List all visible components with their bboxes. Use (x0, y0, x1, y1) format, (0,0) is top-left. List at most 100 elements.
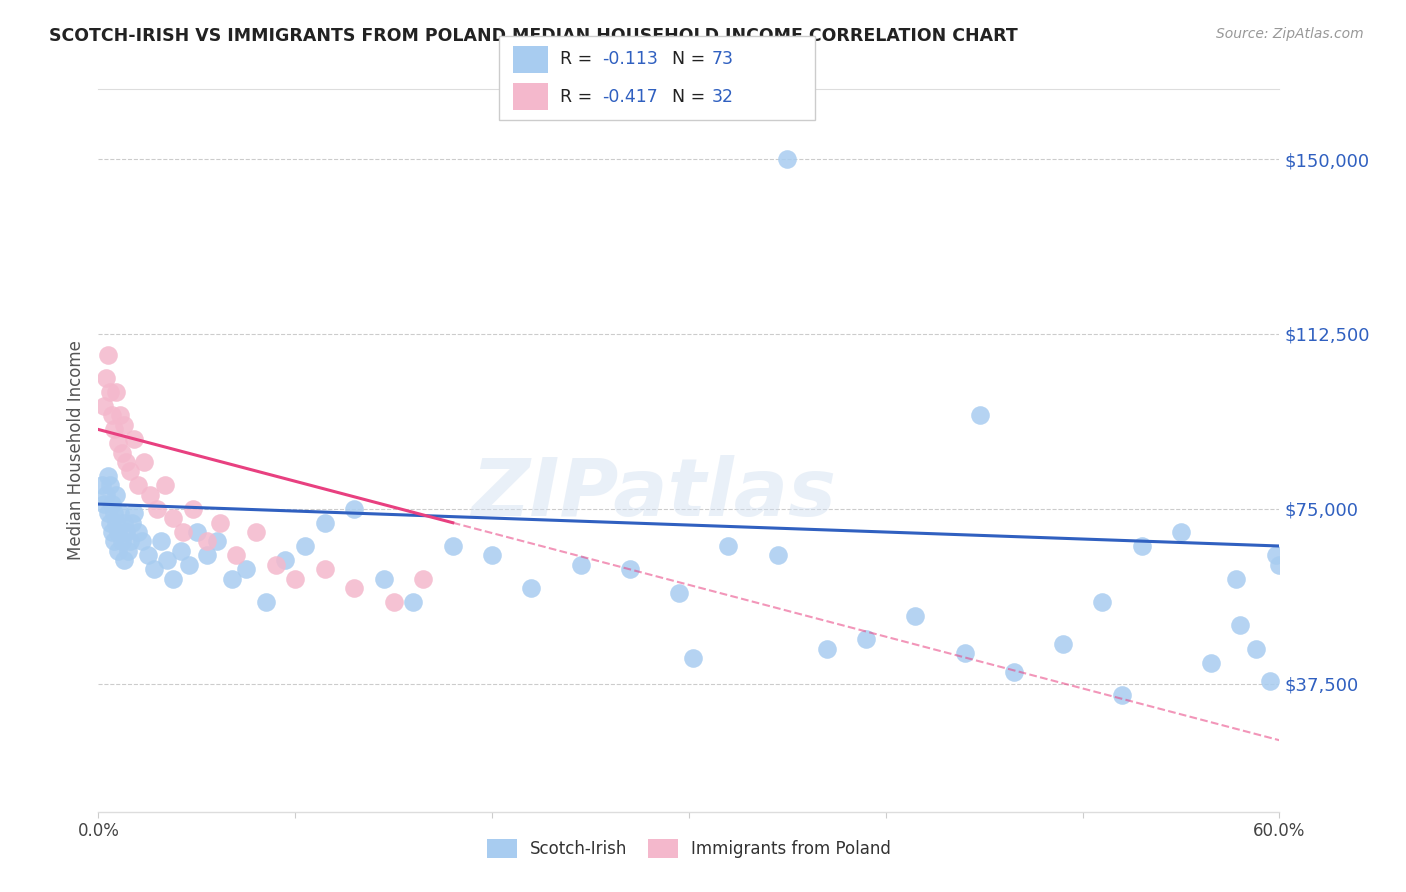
Point (101, 497, 124, 511)
Point (122, 432, 145, 446)
Point (717, 539, 740, 553)
Point (225, 549, 247, 563)
Point (343, 501, 366, 516)
Point (103, 507, 125, 521)
Point (402, 595, 425, 609)
Point (815, 641, 838, 656)
Text: -0.113: -0.113 (602, 51, 658, 69)
Point (117, 543, 139, 558)
Point (766, 549, 789, 563)
Point (98, 516, 121, 530)
Point (96, 371, 118, 385)
Point (1170, 524, 1192, 539)
Text: N =: N = (672, 87, 711, 105)
Point (107, 436, 129, 450)
Point (97, 469, 120, 483)
Point (1244, 641, 1267, 656)
Point (93, 497, 115, 511)
Point (904, 609, 927, 624)
Point (195, 549, 218, 563)
Point (156, 553, 179, 567)
Point (1199, 656, 1222, 670)
Text: 73: 73 (711, 51, 734, 69)
Point (274, 553, 297, 567)
Point (254, 595, 277, 609)
Point (136, 549, 159, 563)
Point (101, 409, 124, 423)
Point (98, 478, 121, 492)
Point (969, 409, 991, 423)
Point (172, 524, 194, 539)
Point (177, 558, 200, 572)
Point (373, 572, 395, 586)
Point (101, 524, 124, 539)
Text: R =: R = (560, 51, 598, 69)
Point (619, 562, 641, 576)
Text: Source: ZipAtlas.com: Source: ZipAtlas.com (1216, 27, 1364, 41)
Point (314, 562, 336, 576)
Point (115, 524, 138, 539)
Y-axis label: Median Household Income: Median Household Income (66, 341, 84, 560)
Text: ZIPatlas: ZIPatlas (471, 455, 837, 533)
Text: N =: N = (672, 51, 711, 69)
Point (953, 646, 976, 660)
Point (111, 446, 134, 460)
Text: -0.417: -0.417 (602, 87, 658, 105)
Point (170, 543, 193, 558)
Point (112, 516, 135, 530)
Point (127, 524, 149, 539)
Point (103, 422, 125, 436)
Point (138, 488, 160, 502)
Point (103, 534, 125, 549)
Point (481, 549, 503, 563)
Point (1229, 618, 1251, 632)
Point (146, 501, 169, 516)
Point (127, 478, 149, 492)
Point (162, 572, 184, 586)
Point (97, 348, 120, 362)
Point (284, 572, 307, 586)
Point (98, 385, 121, 400)
Point (195, 534, 218, 549)
Point (205, 534, 228, 549)
Point (520, 581, 543, 595)
Point (1002, 665, 1025, 679)
Text: R =: R = (560, 87, 598, 105)
Legend: Scotch-Irish, Immigrants from Poland: Scotch-Irish, Immigrants from Poland (481, 832, 897, 865)
Point (107, 524, 129, 539)
Point (682, 651, 704, 665)
Point (855, 632, 877, 647)
Point (245, 524, 267, 539)
Point (150, 534, 173, 549)
Point (108, 409, 131, 423)
Text: SCOTCH-IRISH VS IMMIGRANTS FROM POLAND MEDIAN HOUSEHOLD INCOME CORRELATION CHART: SCOTCH-IRISH VS IMMIGRANTS FROM POLAND M… (49, 27, 1018, 45)
Point (1130, 539, 1153, 553)
Point (1091, 595, 1114, 609)
Point (142, 562, 165, 576)
Point (441, 539, 464, 553)
Point (91, 478, 114, 492)
Point (118, 465, 141, 479)
Point (1268, 558, 1291, 572)
Point (105, 488, 128, 502)
Point (122, 507, 145, 521)
Point (112, 417, 135, 432)
Point (118, 534, 141, 549)
Text: 32: 32 (711, 87, 734, 105)
Point (105, 385, 128, 400)
Point (1052, 637, 1074, 651)
Point (1111, 688, 1133, 702)
Point (96, 488, 118, 502)
Point (93, 399, 115, 413)
Point (131, 534, 153, 549)
Point (569, 558, 592, 572)
Point (111, 534, 134, 549)
Point (181, 501, 204, 516)
Point (343, 581, 366, 595)
Point (186, 524, 208, 539)
Point (776, 152, 799, 166)
Point (264, 558, 287, 572)
Point (155, 478, 177, 492)
Point (108, 507, 131, 521)
Point (112, 553, 135, 567)
